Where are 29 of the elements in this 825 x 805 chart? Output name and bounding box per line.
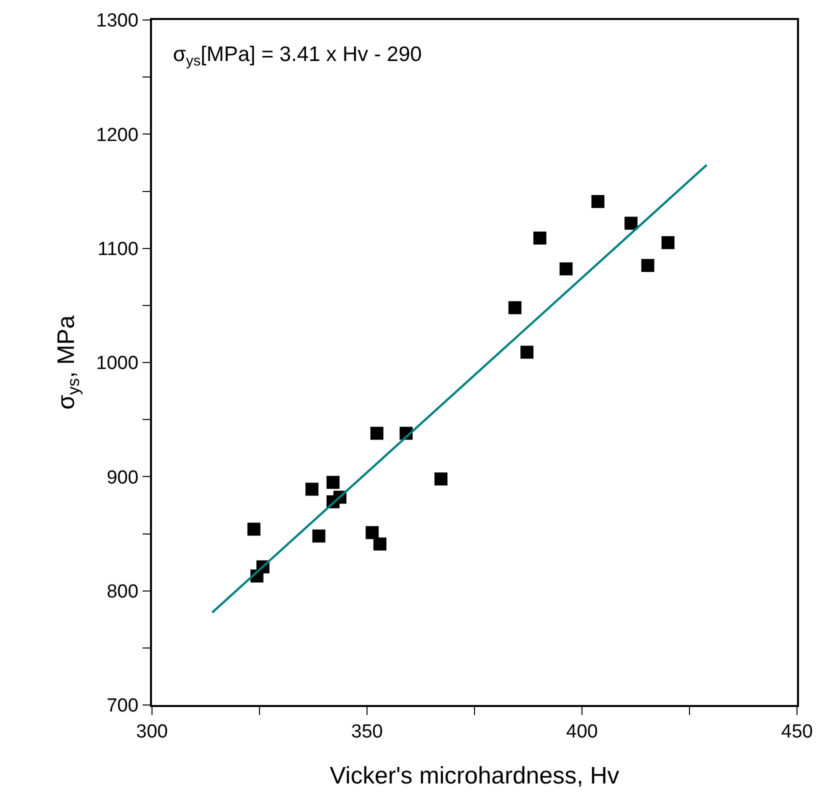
x-axis-title: Vicker's microhardness, Hv (330, 762, 620, 790)
point (312, 530, 326, 543)
point (662, 236, 674, 250)
x-tick-label: 400 (566, 722, 598, 743)
x-tick-label: 450 (781, 722, 813, 743)
x-tick-label: 300 (136, 722, 168, 743)
y-tick-label: 800 (106, 581, 138, 602)
annotation: σ$_{ys}$[MPa] = 3.41 x Hv - 290 (173, 43, 422, 70)
point (560, 262, 573, 276)
point (533, 232, 546, 245)
point (366, 526, 379, 540)
y-tick-label: 1000 (96, 353, 138, 374)
y-tick-label: 1300 (96, 10, 138, 32)
point (591, 195, 604, 208)
point (520, 346, 534, 359)
y-tick-label: 900 (106, 467, 138, 488)
point (434, 472, 448, 486)
point (508, 301, 522, 314)
y-tick-label: 1100 (98, 238, 138, 260)
point (247, 522, 260, 536)
point (326, 476, 340, 489)
point (370, 426, 384, 440)
point (624, 216, 638, 230)
point (373, 538, 386, 551)
y-tick-label: 700 (106, 696, 138, 717)
y-tick-label: 1200 (96, 124, 138, 146)
point (641, 258, 654, 272)
point (305, 482, 318, 496)
x-tick-label: 350 (351, 722, 383, 743)
